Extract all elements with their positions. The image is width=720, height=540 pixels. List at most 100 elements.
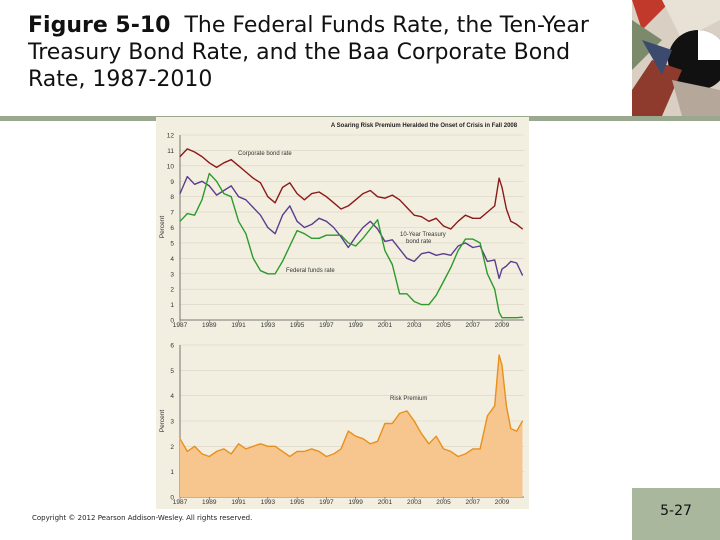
data-point	[289, 245, 291, 247]
data-point	[522, 228, 524, 230]
data-point	[399, 293, 401, 295]
data-point	[230, 196, 232, 198]
data-point	[274, 273, 276, 275]
data-point	[494, 405, 496, 407]
data-point	[194, 183, 196, 185]
x-tick-label: 1993	[261, 499, 276, 506]
data-point	[494, 259, 496, 261]
data-point	[479, 242, 481, 244]
data-point	[333, 227, 335, 228]
data-point	[325, 455, 327, 457]
data-point	[510, 317, 512, 319]
data-point	[252, 177, 254, 179]
data-point	[274, 445, 276, 447]
data-point	[362, 237, 364, 239]
data-point	[347, 247, 349, 249]
data-point	[194, 151, 196, 153]
y-tick-label: 2	[170, 444, 174, 451]
data-point	[303, 199, 305, 201]
data-point	[186, 450, 188, 452]
data-point	[208, 185, 210, 187]
y-tick-label: 10	[167, 163, 175, 170]
data-point	[281, 214, 283, 216]
data-point	[384, 423, 386, 425]
data-point	[223, 448, 225, 450]
data-point	[479, 448, 481, 450]
x-tick-label: 1989	[202, 322, 217, 329]
data-point	[362, 438, 364, 440]
data-point	[399, 199, 401, 201]
data-point	[311, 237, 313, 239]
annotation-label: Corporate bond rate	[238, 151, 292, 157]
data-point	[472, 217, 474, 219]
data-point	[238, 196, 240, 198]
data-point	[486, 211, 488, 213]
data-point	[303, 227, 305, 228]
figure-panel: 0 1 2 3 4 5 6 7 8 9 10 11 12 1987 1989 1991 1993 1995 1997…	[156, 117, 529, 509]
y-tick-label: 0	[170, 318, 174, 325]
data-point	[428, 443, 430, 445]
x-tick-label: 1999	[348, 322, 363, 329]
x-tick-label: 2001	[378, 499, 393, 506]
data-point	[201, 199, 203, 201]
data-point	[377, 196, 379, 198]
slide-title: Figure 5-10 The Federal Funds Rate, the …	[28, 12, 618, 93]
data-point	[347, 430, 349, 432]
x-tick-label: 1997	[319, 499, 334, 506]
data-point	[245, 171, 247, 173]
data-point	[260, 214, 262, 216]
data-point	[355, 435, 357, 437]
data-point	[384, 197, 386, 199]
data-point	[421, 433, 423, 435]
x-tick-label: 1991	[231, 499, 246, 506]
data-point	[428, 251, 430, 253]
data-point	[421, 216, 423, 218]
data-point	[311, 223, 313, 225]
y-tick-label: 8	[170, 194, 174, 201]
y-tick-label: 6	[170, 343, 174, 350]
data-point	[208, 173, 210, 175]
data-point	[289, 205, 291, 207]
data-point	[510, 428, 512, 430]
data-point	[406, 293, 408, 295]
y-tick-label: 3	[170, 271, 174, 278]
data-point	[245, 233, 247, 235]
data-point	[435, 435, 437, 437]
x-tick-label: 2009	[495, 322, 510, 329]
x-tick-label: 1989	[202, 499, 217, 506]
data-point	[260, 270, 262, 272]
data-point	[516, 262, 518, 264]
data-point	[333, 202, 335, 204]
data-point	[450, 254, 452, 256]
data-point	[486, 273, 488, 275]
copyright-notice: Copyright © 2012 Pearson Addison-Wesley.…	[32, 514, 253, 522]
y-tick-label: 5	[170, 240, 174, 247]
data-point	[486, 415, 488, 417]
data-point	[252, 206, 254, 208]
data-point	[223, 193, 225, 195]
data-point	[179, 438, 181, 440]
data-point	[252, 445, 254, 447]
data-point	[516, 223, 518, 225]
data-point	[428, 220, 430, 222]
data-point	[486, 260, 488, 262]
annotation-label: bond rate	[406, 239, 432, 245]
data-point	[377, 228, 379, 230]
y-tick-label: 11	[167, 148, 174, 155]
data-point	[498, 277, 500, 279]
data-point	[421, 253, 423, 255]
data-point	[510, 260, 512, 262]
data-point	[516, 430, 518, 432]
decorative-art	[632, 0, 720, 116]
y-tick-label: 4	[170, 393, 174, 400]
data-point	[274, 233, 276, 235]
y-tick-label: 3	[170, 419, 174, 426]
data-point	[223, 162, 225, 164]
data-point	[216, 450, 218, 452]
data-point	[318, 217, 320, 219]
x-tick-label: 2003	[407, 322, 422, 329]
data-point	[355, 199, 357, 201]
series-line	[179, 172, 523, 319]
data-point	[230, 185, 232, 187]
data-point	[274, 202, 276, 204]
